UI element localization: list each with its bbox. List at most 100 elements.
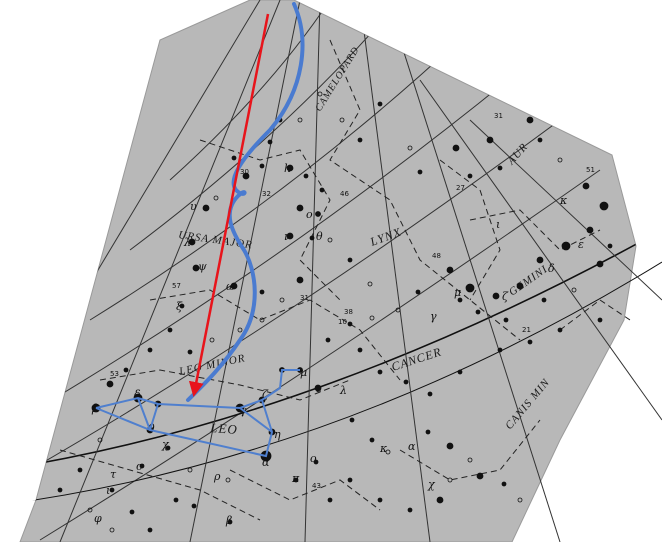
star (415, 289, 421, 295)
star (237, 327, 243, 333)
star (377, 101, 383, 107)
star (165, 445, 171, 451)
star (57, 487, 63, 493)
star (123, 367, 129, 373)
star (467, 457, 473, 463)
star (191, 503, 197, 509)
star (296, 204, 304, 212)
star-label-chi: χ (427, 478, 436, 491)
star (561, 241, 571, 251)
star (293, 477, 299, 483)
star-label-zeta: ζ (502, 290, 509, 303)
star-label-delta: δ (548, 262, 555, 275)
star (167, 327, 173, 333)
star (357, 137, 363, 143)
star (436, 496, 444, 504)
leo-label-kappa: κ (379, 442, 388, 455)
flamsteed-numbers: 57 38 10 30 32 31 46 27 53 48 31 51 21 4… (110, 112, 595, 490)
star (192, 264, 200, 272)
star (369, 437, 375, 443)
star (187, 349, 193, 355)
star (457, 297, 463, 303)
star (503, 317, 509, 323)
leo-label-alpha: α (262, 456, 270, 469)
leo-label-iota: ι (106, 484, 110, 497)
star (147, 347, 153, 353)
leo-label-chi: χ (161, 438, 170, 451)
star (188, 238, 196, 246)
star (447, 477, 453, 483)
star-label-psi: ψ (198, 260, 207, 273)
star (377, 497, 383, 503)
star (179, 303, 185, 309)
flamsteed-number: 57 (172, 282, 181, 290)
flamsteed-number: 21 (522, 326, 531, 334)
star-label-phi: φ (94, 512, 102, 525)
star (497, 165, 503, 171)
star (347, 257, 353, 263)
star (357, 347, 363, 353)
star (139, 463, 145, 469)
star (231, 155, 237, 161)
star (319, 187, 325, 193)
star (369, 315, 375, 321)
flamsteed-number: 32 (262, 190, 271, 198)
star (457, 369, 463, 375)
star (187, 467, 193, 473)
star (313, 459, 319, 465)
star (467, 173, 473, 179)
star (557, 327, 563, 333)
red-arrow-icon (188, 13, 270, 397)
star (309, 235, 315, 241)
star (476, 472, 484, 480)
star (147, 527, 153, 533)
star (315, 211, 321, 217)
star-label-upsilon: υ (190, 200, 197, 213)
star (557, 157, 563, 163)
star (259, 317, 265, 323)
star (446, 266, 454, 274)
star (427, 391, 433, 397)
flamsteed-number: 27 (456, 184, 465, 192)
flamsteed-number: 46 (340, 190, 349, 198)
star-label-iota: ι (496, 218, 500, 231)
star (599, 201, 609, 211)
blue-curve-icon (186, 2, 305, 402)
star-label-beta: β (225, 514, 232, 527)
star (209, 337, 215, 343)
leo-asterism (95, 369, 300, 458)
star (296, 276, 304, 284)
star (129, 509, 135, 515)
star (314, 384, 322, 392)
star (327, 237, 333, 243)
star-label-tau: τ (110, 468, 117, 481)
star (173, 497, 179, 503)
star-label-lambda: λ (183, 236, 191, 249)
map-sheet (19, 0, 637, 542)
star (497, 347, 503, 353)
star (87, 507, 93, 513)
leo-label-lambda: λ (339, 384, 347, 397)
star (339, 117, 345, 123)
star (597, 317, 603, 323)
star-label-omicron: ο (306, 208, 313, 221)
star (582, 182, 590, 190)
leo-label-sigma: σ (136, 460, 144, 473)
star (327, 497, 333, 503)
flamsteed-number: 43 (312, 482, 321, 490)
star (325, 337, 331, 343)
star (230, 282, 238, 290)
star (347, 321, 353, 327)
star (446, 442, 454, 450)
star (407, 145, 413, 151)
star (377, 369, 383, 375)
leo-label-delta: δ (134, 388, 141, 401)
star (527, 339, 533, 345)
star (517, 497, 523, 503)
flamsteed-number: 38 (344, 308, 353, 316)
star (465, 283, 475, 293)
star (259, 289, 265, 295)
star-label-kappa: κ (559, 194, 568, 207)
